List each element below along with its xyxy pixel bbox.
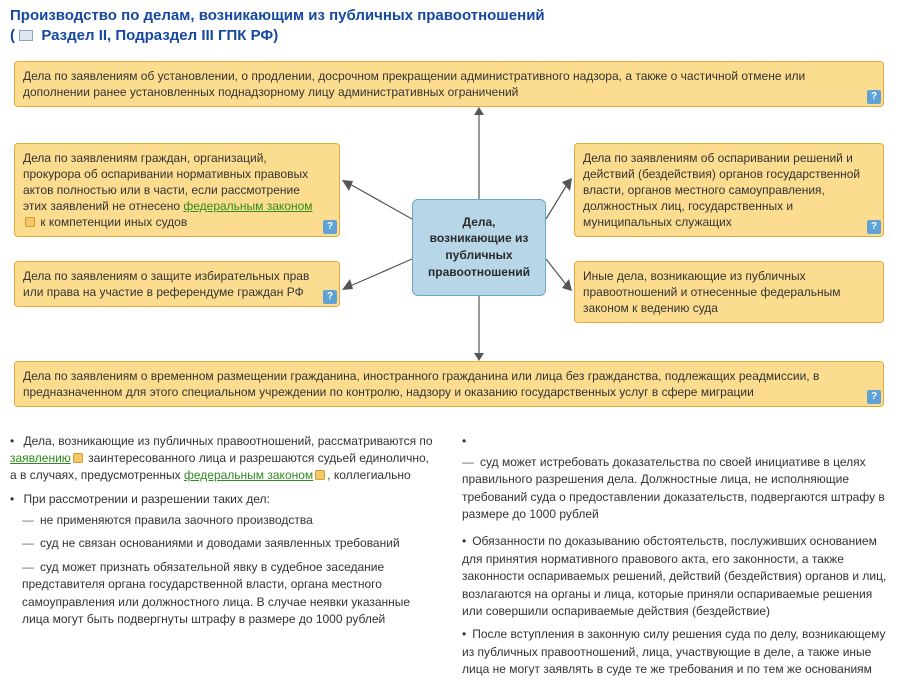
sub-left-3: суд может признать обязательной явку в с…	[22, 559, 436, 629]
box-right1-text: Дела по заявлениям об оспаривании решени…	[583, 151, 860, 230]
bullet-left-2: При рассмотрении и разрешении таких дел:…	[10, 491, 436, 629]
box-bottom-text: Дела по заявлениям о временном размещени…	[23, 369, 819, 399]
box-left1-b: к компетенции иных судов	[37, 215, 187, 229]
center-line1: Дела,	[463, 215, 496, 229]
box-right1: Дела по заявлениям об оспаривании решени…	[574, 143, 884, 238]
bullet-left-1: Дела, возникающие из публичных правоотно…	[10, 433, 436, 485]
book-icon	[19, 30, 33, 41]
sub-right-cont: суд может истребовать доказательства по …	[462, 433, 888, 524]
bullet-right-2: После вступления в законную силу решения…	[462, 626, 888, 678]
box-left2-text: Дела по заявлениям о защите избирательны…	[23, 269, 309, 299]
diagram: Дела по заявлениям об установлении, о пр…	[10, 61, 888, 417]
box-bottom: Дела по заявлениям о временном размещени…	[14, 361, 884, 407]
note-icon	[315, 470, 325, 480]
center-line4: правоотношений	[428, 265, 530, 279]
lower-text: Дела, возникающие из публичных правоотно…	[10, 433, 888, 689]
center-box: Дела, возникающие из публичных правоотно…	[412, 199, 546, 296]
title-sub-text: Раздел II, Подраздел III ГПК РФ)	[41, 27, 278, 44]
sub-right-1: суд может истребовать доказательства по …	[462, 454, 888, 524]
link-federal-law-1[interactable]: федеральным законом	[183, 199, 312, 213]
title-sub: ( Раздел II, Подраздел III ГПК РФ)	[10, 27, 278, 44]
lower-left-column: Дела, возникающие из публичных правоотно…	[10, 433, 436, 689]
help-icon[interactable]: ?	[867, 390, 881, 404]
link-federal-law-2[interactable]: федеральным законом	[184, 468, 313, 482]
center-line3: публичных	[445, 248, 512, 262]
help-icon[interactable]: ?	[867, 220, 881, 234]
page-title: Производство по делам, возникающим из пу…	[10, 6, 888, 47]
box-right2: Иные дела, возникающие из публичных прав…	[574, 261, 884, 324]
help-icon[interactable]: ?	[867, 90, 881, 104]
link-application[interactable]: заявлению	[10, 451, 71, 465]
note-icon	[73, 453, 83, 463]
title-paren-open: (	[10, 27, 15, 44]
title-main: Производство по делам, возникающим из пу…	[10, 7, 545, 24]
box-left2: Дела по заявлениям о защите избирательны…	[14, 261, 340, 307]
box-right2-text: Иные дела, возникающие из публичных прав…	[583, 269, 841, 315]
lower-right-column: суд может истребовать доказательства по …	[462, 433, 888, 689]
sub-left-1: не применяются правила заочного производ…	[22, 512, 436, 529]
box-top: Дела по заявлениям об установлении, о пр…	[14, 61, 884, 107]
sub-left-2: суд не связан основаниями и доводами зая…	[22, 535, 436, 552]
bullet-right-1: Обязанности по доказыванию обстоятельств…	[462, 533, 888, 620]
help-icon[interactable]: ?	[323, 290, 337, 304]
box-left1: Дела по заявлениям граждан, организаций,…	[14, 143, 340, 238]
help-icon[interactable]: ?	[323, 220, 337, 234]
note-icon	[25, 217, 35, 227]
box-top-text: Дела по заявлениям об установлении, о пр…	[23, 69, 805, 99]
center-line2: возникающие из	[430, 231, 529, 245]
